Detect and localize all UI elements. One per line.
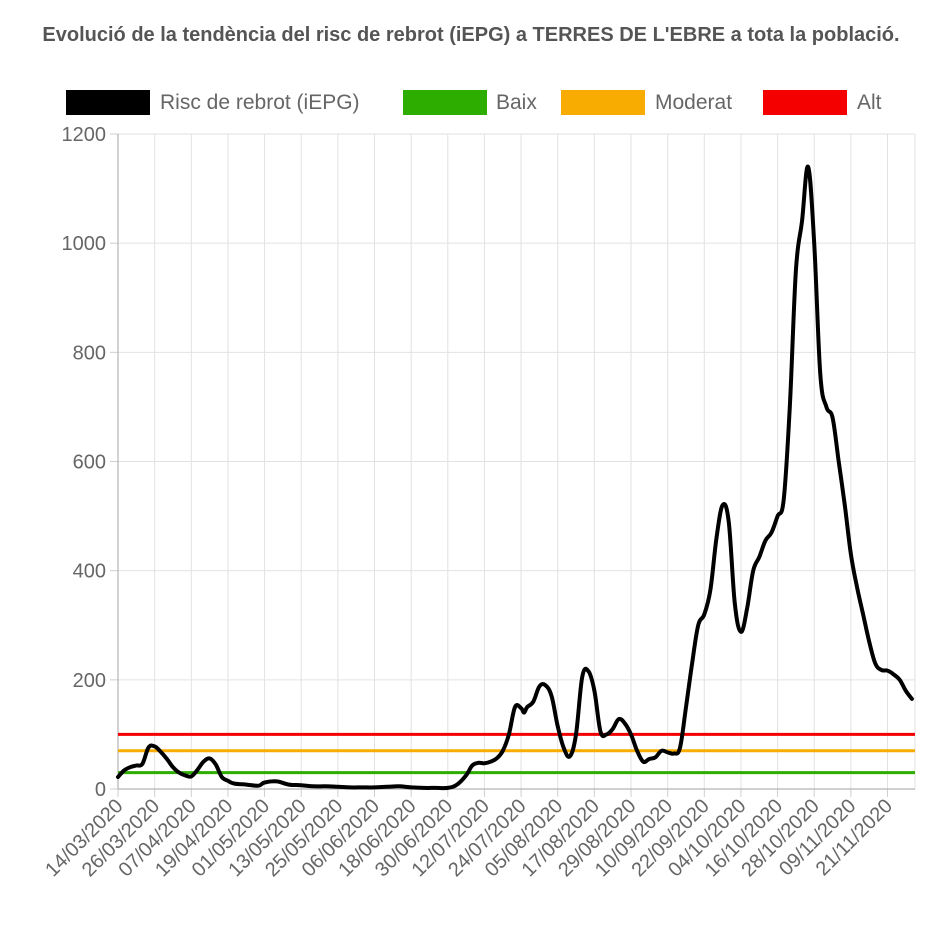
- axes: [110, 133, 915, 797]
- grid: [117, 133, 916, 790]
- legend-swatch-moderat: [561, 90, 645, 115]
- chart-title: Evolució de la tendència del risc de reb…: [42, 24, 900, 46]
- legend-label-risc-de-rebrot-iepg: Risc de rebrot (iEPG): [160, 91, 360, 114]
- y-tick-label: 0: [95, 779, 106, 801]
- y-tick-label: 800: [73, 342, 106, 364]
- legend-label-baix: Baix: [496, 91, 537, 114]
- legend: Risc de rebrot (iEPG) Baix Moderat Alt: [66, 90, 882, 115]
- y-tick-label: 1200: [62, 124, 107, 146]
- legend-label-alt: Alt: [857, 91, 882, 114]
- legend-swatch-baix: [403, 90, 487, 115]
- legend-swatch-risc-de-rebrot-iepg: [66, 90, 150, 115]
- series: [116, 164, 915, 791]
- legend-label-moderat: Moderat: [655, 91, 732, 114]
- series-line-risc-de-rebrot-iepg: [116, 164, 914, 791]
- y-tick-label: 400: [73, 561, 106, 583]
- y-tick-label: 200: [73, 670, 106, 692]
- legend-swatch-alt: [763, 90, 847, 115]
- y-tick-label: 1000: [62, 233, 107, 255]
- y-tick-label: 600: [73, 452, 106, 474]
